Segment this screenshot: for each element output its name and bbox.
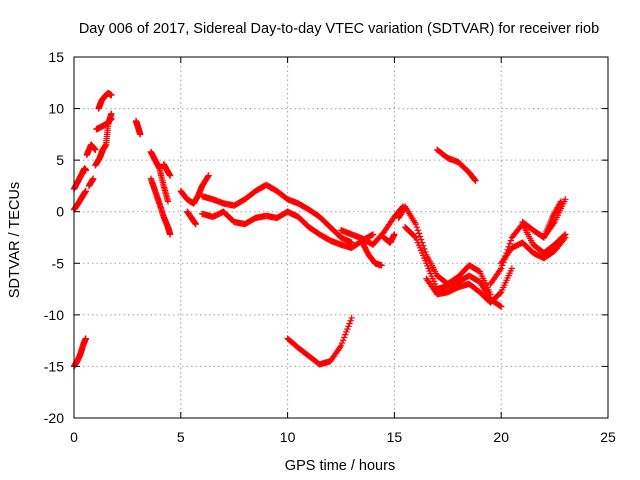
- series-arc-e: [85, 175, 97, 190]
- series-arc-x: [433, 146, 479, 184]
- data-point: [339, 337, 347, 344]
- x-tick-label: 25: [600, 429, 616, 445]
- data-point: [346, 320, 353, 327]
- chart-title: Day 006 of 2017, Sidereal Day-to-day VTE…: [79, 21, 599, 37]
- data-point: [341, 334, 348, 341]
- data-point: [562, 196, 569, 203]
- series-arc-m: [177, 172, 212, 207]
- data-point: [415, 230, 423, 237]
- x-tick-label: 20: [493, 429, 509, 445]
- data-point: [422, 248, 429, 256]
- y-tick-label: 15: [48, 49, 64, 65]
- data-point: [92, 146, 99, 154]
- data-point: [498, 303, 505, 310]
- data-point: [391, 231, 398, 238]
- y-axis-label: SDTVAR / TECUs: [7, 182, 23, 298]
- data-point: [343, 328, 350, 336]
- data-point: [345, 323, 352, 330]
- data-point: [416, 233, 424, 240]
- data-point: [496, 289, 504, 297]
- data-point: [108, 115, 115, 123]
- series-arc-z: [498, 234, 569, 267]
- data-point: [496, 302, 504, 310]
- data-point: [506, 240, 513, 247]
- x-axis-label: GPS time / hours: [285, 458, 395, 474]
- data-point: [166, 231, 174, 238]
- data-point: [562, 234, 569, 241]
- y-tick-label: -20: [44, 410, 64, 426]
- series-arc-p: [198, 208, 377, 252]
- data-point: [348, 314, 355, 322]
- data-point: [368, 231, 376, 239]
- data-point: [414, 227, 422, 234]
- series-arc-ab: [540, 198, 565, 241]
- data-point: [192, 220, 199, 228]
- series-arc-l: [160, 161, 174, 179]
- data-point: [137, 131, 144, 138]
- data-point: [82, 187, 89, 195]
- data-point: [342, 331, 349, 338]
- data-point: [413, 223, 421, 231]
- y-tick-label: -10: [44, 307, 64, 323]
- data-point: [164, 198, 172, 205]
- data-point: [507, 237, 515, 244]
- data-point: [338, 339, 346, 347]
- series-arc-s: [359, 239, 385, 269]
- series-arc-j: [147, 148, 172, 205]
- data-point: [472, 177, 479, 184]
- series-arc-t: [380, 231, 398, 246]
- data-points: [70, 89, 569, 370]
- x-axis-ticks: 0 5 10 15 20 25: [70, 57, 616, 445]
- data-point: [166, 172, 174, 179]
- y-tick-label: 10: [48, 101, 64, 117]
- data-point: [344, 325, 351, 333]
- data-point: [508, 265, 516, 272]
- data-point: [108, 91, 115, 99]
- data-point: [412, 220, 419, 228]
- series-arc-y: [487, 220, 569, 288]
- y-tick-label: 0: [56, 204, 64, 220]
- series-arc-w: [423, 265, 516, 306]
- data-point: [337, 342, 345, 349]
- data-point: [411, 233, 418, 240]
- series-arc-d: [83, 141, 99, 159]
- series-arc-u: [395, 203, 494, 298]
- series-arc-o: [198, 181, 355, 246]
- x-tick-label: 5: [177, 429, 185, 445]
- data-point: [204, 173, 212, 180]
- series-arc-g: [93, 115, 115, 133]
- plot-frame: [73, 56, 609, 419]
- series-arc-b: [70, 187, 89, 213]
- y-tick-label: -15: [44, 358, 64, 374]
- series-arc-v: [401, 223, 505, 310]
- data-point: [561, 235, 568, 243]
- series-arc-k: [147, 175, 174, 238]
- data-point: [347, 317, 354, 324]
- series-arc-n: [184, 208, 199, 228]
- data-point: [205, 172, 212, 179]
- data-point: [557, 198, 565, 205]
- x-tick-label: 15: [387, 429, 403, 445]
- y-axis-ticks: -20 -15 -10 -5 0 5 10 15: [44, 49, 608, 426]
- x-tick-label: 0: [70, 429, 78, 445]
- series-arc-h: [95, 89, 115, 112]
- data-point: [421, 245, 428, 253]
- y-tick-label: -5: [52, 255, 65, 271]
- data-point: [82, 335, 89, 342]
- data-point: [369, 231, 377, 238]
- data-point: [471, 176, 479, 184]
- x-tick-label: 10: [280, 429, 296, 445]
- y-tick-label: 5: [56, 152, 64, 168]
- series-arc-i: [132, 117, 144, 138]
- data-point: [82, 167, 89, 174]
- series-arc-q: [284, 314, 355, 368]
- data-point: [378, 262, 385, 269]
- data-point: [90, 175, 97, 182]
